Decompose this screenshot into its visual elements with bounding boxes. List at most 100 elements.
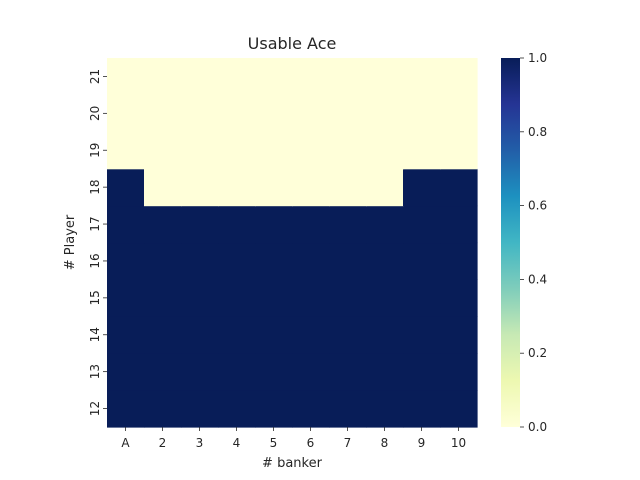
colorbar-tick-label: 0.6 [528,199,547,213]
heatmap-cell [218,205,256,244]
chart-title: Usable Ace [248,34,337,53]
heatmap-cell [218,353,256,391]
y-axis-label: # Player [63,214,78,270]
heatmap-cell [107,316,145,354]
heatmap-cell [292,205,330,244]
heatmap-cell [144,205,182,244]
heatmap-cell [329,205,367,244]
heatmap-cell [218,94,256,133]
heatmap-cell [181,316,219,354]
colorbar-tick-label: 0.4 [528,272,547,286]
heatmap-cell [329,94,367,133]
heatmap-cell [366,131,404,170]
x-axis-ticks: A 2 3 4 5 6 7 8 9 10 [121,427,466,450]
x-tick-label: 6 [307,436,315,450]
heatmap-cell [218,316,256,354]
heatmap-cell [292,94,330,133]
heatmap-cell [181,131,219,170]
heatmap-cell [144,279,182,317]
x-tick-label: 2 [159,436,167,450]
heatmap-cell [107,279,145,317]
heatmap-cell [403,353,441,391]
heatmap-cell [144,131,182,170]
heatmap-cell [255,131,293,170]
y-tick-label: 14 [88,327,102,342]
heatmap-cell [144,168,182,207]
colorbar-tick-label: 1.0 [528,51,547,65]
heatmap-cell [403,94,441,133]
heatmap-cell [292,131,330,170]
heatmap-cell [440,94,478,133]
heatmap-cell [403,168,441,207]
x-tick-label: 3 [196,436,204,450]
heatmap-cell [218,279,256,317]
y-tick-label: 13 [88,364,102,379]
heatmap-cell [181,390,219,428]
colorbar [501,58,520,427]
heatmap-cell [107,353,145,391]
heatmap-cell [292,390,330,428]
x-tick-label: 8 [381,436,389,450]
x-tick-label: 9 [418,436,426,450]
heatmap-cell [107,390,145,428]
heatmap-cells [107,58,478,428]
x-tick-label: 5 [270,436,278,450]
y-tick-label: 15 [88,290,102,305]
heatmap-cell [403,316,441,354]
heatmap-cell [144,58,182,96]
heatmap-cell [218,131,256,170]
heatmap-cell [144,242,182,280]
heatmap-cell [329,316,367,354]
heatmap-cell [144,353,182,391]
heatmap-cell [440,390,478,428]
heatmap-cell [329,390,367,428]
heatmap-cell [329,242,367,280]
heatmap-cell [329,279,367,317]
heatmap-cell [255,279,293,317]
heatmap-cell [440,242,478,280]
x-tick-label: 4 [233,436,241,450]
heatmap-cell [255,353,293,391]
heatmap-cell [181,205,219,244]
heatmap-cell [403,58,441,96]
heatmap-cell [366,279,404,317]
heatmap-cell [144,390,182,428]
heatmap-cell [366,205,404,244]
y-tick-label: 12 [88,401,102,416]
heatmap-cell [440,168,478,207]
y-tick-label: 16 [88,253,102,268]
heatmap-cell [218,390,256,428]
heatmap-cell [440,131,478,170]
heatmap-cell [218,168,256,207]
y-axis-ticks: 12 13 14 15 16 17 18 19 20 21 [88,69,107,416]
heatmap-cell [107,242,145,280]
heatmap-cell [144,94,182,133]
heatmap-cell [440,279,478,317]
heatmap-cell [366,390,404,428]
colorbar-tick-label: 0.2 [528,346,547,360]
y-tick-label: 21 [88,69,102,84]
heatmap-cell [255,168,293,207]
heatmap-cell [181,279,219,317]
heatmap-cell [440,205,478,244]
y-tick-label: 17 [88,216,102,231]
heatmap-cell [107,205,145,244]
heatmap-cell [366,58,404,96]
heatmap-cell [292,242,330,280]
heatmap-cell [329,131,367,170]
heatmap-cell [181,58,219,96]
heatmap-cell [329,168,367,207]
heatmap-cell [403,390,441,428]
heatmap-cell [255,58,293,96]
x-axis-label: # banker [262,456,323,471]
heatmap-cell [366,316,404,354]
heatmap-cell [403,131,441,170]
colorbar-ticks: 0.0 0.2 0.4 0.6 0.8 1.0 [520,51,547,434]
heatmap-cell [218,58,256,96]
x-tick-label: 10 [451,436,466,450]
heatmap-cell [255,390,293,428]
colorbar-tick-label: 0.0 [528,420,547,434]
y-tick-label: 19 [88,143,102,158]
heatmap-cell [255,205,293,244]
